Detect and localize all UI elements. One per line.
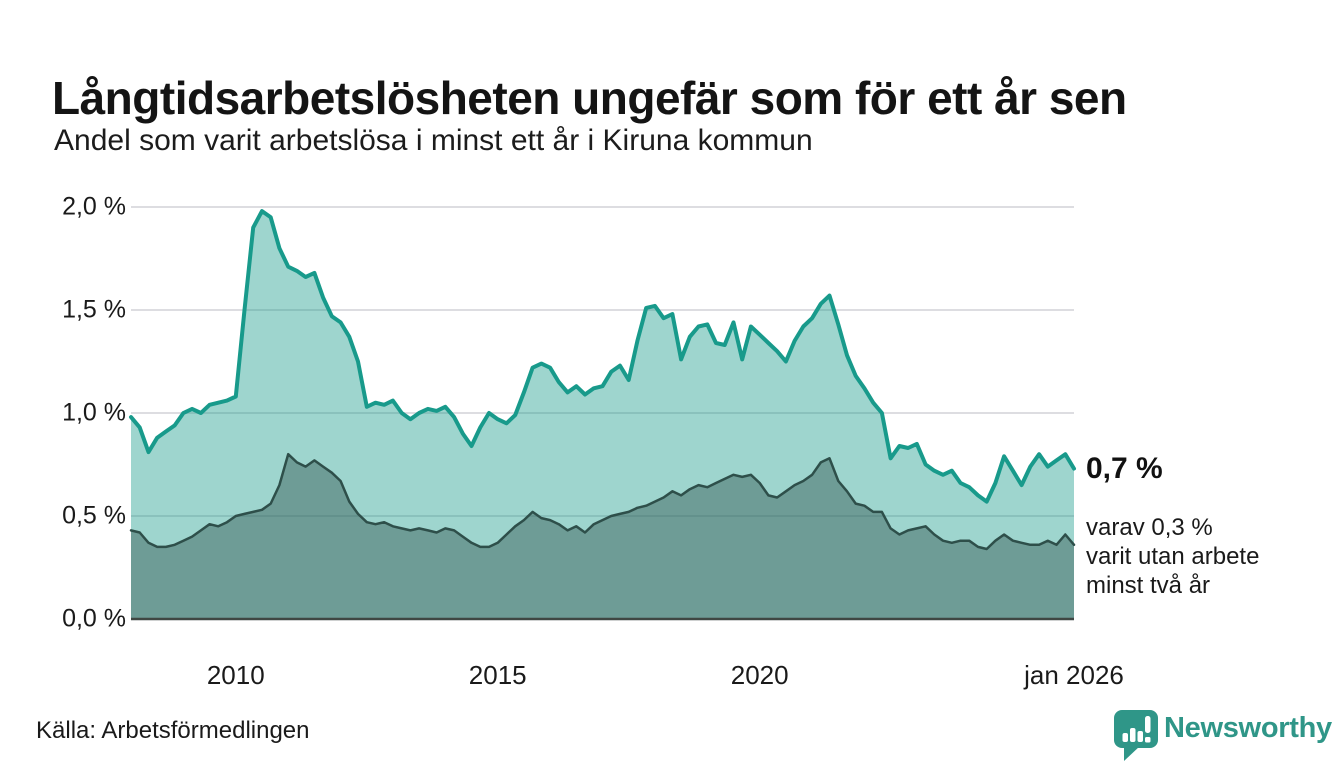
y-tick-label: 1,5 %	[62, 295, 126, 324]
chart-subtitle: Andel som varit arbetslösa i minst ett å…	[54, 124, 813, 157]
y-tick-label: 1,0 %	[62, 398, 126, 427]
y-tick-label: 2,0 %	[62, 192, 126, 221]
end-annotation: varav 0,3 % varit utan arbete minst två år	[1086, 513, 1326, 600]
newsworthy-wordmark: Newsworthy	[1164, 712, 1332, 744]
end-value-label: 0,7 %	[1086, 451, 1163, 485]
y-tick-label: 0,0 %	[62, 604, 126, 633]
source-note: Källa: Arbetsförmedlingen	[36, 717, 310, 744]
x-tick-label: 2020	[730, 660, 789, 690]
x-tick-label: 2015	[468, 660, 527, 690]
x-tick-label: 2010	[206, 660, 265, 690]
newsworthy-icon	[1114, 710, 1158, 761]
end-annotation-line: varit utan arbete	[1086, 543, 1260, 570]
y-tick-label: 0,5 %	[62, 501, 126, 530]
series-line-0	[129, 209, 1076, 504]
area-fill-0	[131, 211, 1074, 619]
area-fill-1	[131, 454, 1074, 619]
series-line-1	[129, 452, 1076, 551]
end-annotation-line: minst två år	[1086, 572, 1211, 599]
newsworthy-logo: Newsworthy	[1112, 706, 1332, 764]
end-annotation-line: varav 0,3 %	[1086, 514, 1213, 541]
x-tick-label: jan 2026	[1024, 660, 1124, 690]
chart-title: Långtidsarbetslösheten ungefär som för e…	[52, 71, 1127, 124]
